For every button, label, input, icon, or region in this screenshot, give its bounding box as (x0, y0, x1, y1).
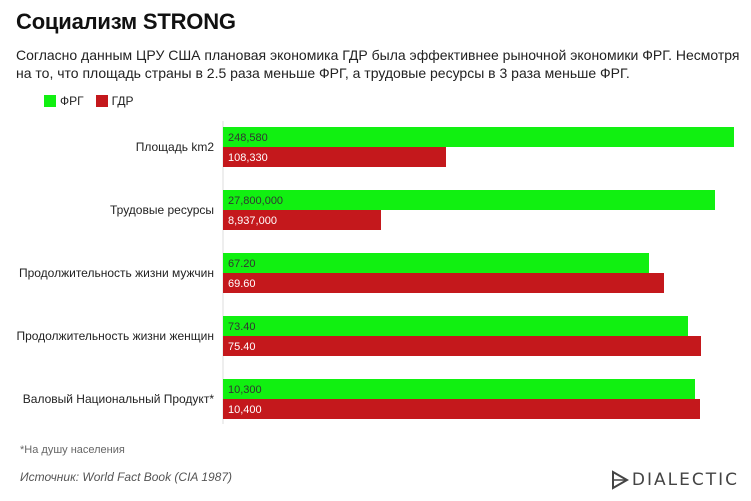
legend-swatch-gdr (95, 95, 108, 107)
data-label: 248,580 (228, 132, 268, 144)
category-label: Валовый Национальный Продукт* (23, 392, 215, 406)
bar-frg (223, 379, 695, 399)
chart-subtitle: Согласно данным ЦРУ США плановая экономи… (16, 47, 740, 81)
bar-gdr (223, 273, 664, 293)
legend-swatch-frg (44, 95, 56, 107)
legend-item-gdr: ГДР (95, 94, 134, 108)
bar-frg (223, 127, 734, 147)
data-label: 10,300 (228, 384, 262, 396)
legend-item-frg: ФРГ (44, 94, 84, 108)
bar-gdr (223, 399, 700, 419)
bar-gdr (223, 147, 446, 167)
legend-label-frg: ФРГ (60, 94, 84, 108)
legend-label-gdr: ГДР (111, 94, 134, 108)
bar-frg (223, 253, 649, 273)
source-note: Источник: World Fact Book (CIA 1987) (20, 470, 233, 484)
data-label: 73.40 (228, 321, 256, 333)
bar-gdr (223, 210, 381, 230)
category-label: Продолжительность жизни женщин (16, 329, 214, 343)
chart-title: Социализм STRONG (16, 9, 236, 34)
footnote: *На душу населения (20, 444, 125, 456)
dialectic-logo-icon (611, 470, 629, 490)
data-label: 75.40 (228, 341, 256, 353)
category-label: Площадь km2 (136, 140, 215, 154)
data-label: 69.60 (228, 278, 256, 290)
brand-name: DIALECTIC (631, 470, 739, 490)
category-label: Трудовые ресурсы (110, 203, 214, 217)
data-label: 67.20 (228, 258, 256, 270)
data-label: 27,800,000 (228, 195, 283, 207)
data-label: 10,400 (228, 404, 262, 416)
bar-chart: Площадь km2 248,580 108,330 Трудовые ресурс… (16, 121, 734, 424)
category-label: Продолжительность жизни мужчин (19, 266, 214, 280)
bar-frg (223, 190, 715, 210)
data-label: 8,937,000 (228, 215, 277, 227)
bar-frg (223, 316, 688, 336)
bar-gdr (223, 336, 701, 356)
data-label: 108,330 (228, 152, 268, 164)
brand-logo: DIALECTIC (610, 470, 739, 490)
legend: ФРГ ГДР (44, 94, 145, 108)
